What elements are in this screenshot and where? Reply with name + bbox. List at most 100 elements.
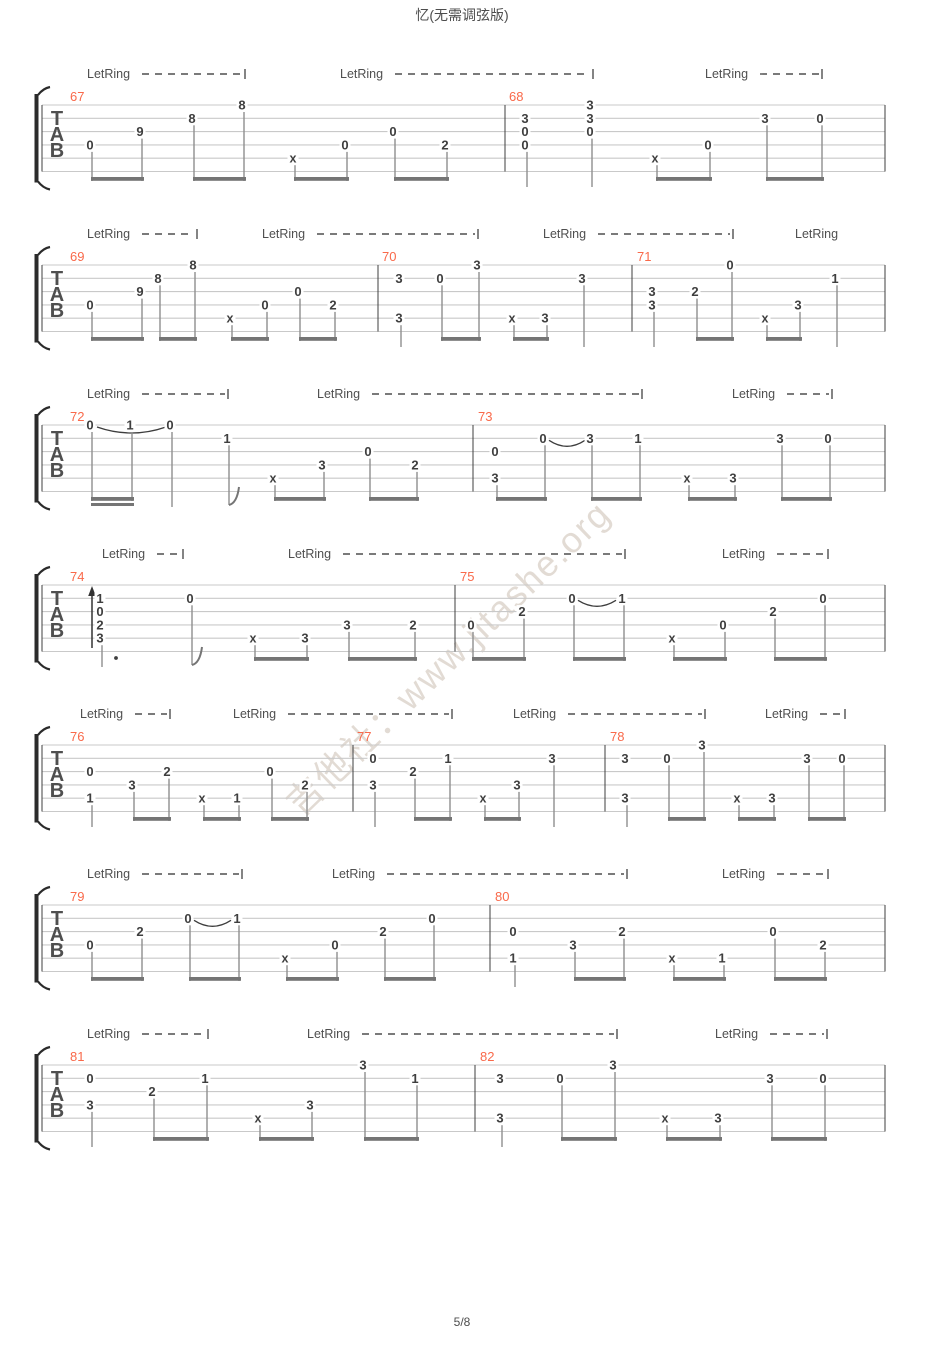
- beam: [231, 337, 269, 341]
- digit-halo: [442, 751, 454, 765]
- beam: [91, 977, 144, 981]
- digit-halo: [616, 591, 628, 605]
- fret-number: 0: [86, 418, 93, 433]
- beam: [781, 497, 832, 501]
- fret-number: 3: [698, 738, 705, 753]
- bracket-hook-bottom: [37, 1140, 51, 1151]
- beam: [133, 817, 171, 821]
- measure-number: 78: [610, 729, 624, 744]
- digit-halo: [829, 271, 841, 285]
- digit-halo: [717, 618, 729, 632]
- fret-number: 3: [621, 791, 628, 806]
- digit-halo: [267, 471, 279, 485]
- digit-halo: [649, 151, 661, 165]
- bracket-hook-top: [37, 85, 51, 96]
- fret-number: 3: [586, 111, 593, 126]
- fret-number: 1: [96, 591, 103, 606]
- beam: [668, 817, 706, 821]
- beam: [189, 977, 241, 981]
- fret-number: 3: [586, 98, 593, 113]
- digit-halo: [327, 298, 339, 312]
- digit-halo: [702, 138, 714, 152]
- beam: [574, 977, 626, 981]
- fret-number: 0: [86, 137, 93, 152]
- beam: [673, 977, 726, 981]
- fret-number: 0: [331, 937, 338, 952]
- fret-number: 0: [824, 431, 831, 446]
- digit-halo: [817, 591, 829, 605]
- bracket-hook-bottom: [37, 820, 51, 831]
- digit-halo: [619, 791, 631, 805]
- digit-halo: [767, 605, 779, 619]
- digit-halo: [407, 765, 419, 779]
- tab-clef-letter: B: [50, 140, 64, 162]
- beam: [294, 177, 349, 181]
- measure-number: 68: [509, 89, 523, 104]
- digit-halo: [516, 605, 528, 619]
- fret-number: 0: [816, 111, 823, 126]
- fret-number: 0: [819, 1071, 826, 1086]
- page-title: 忆(无需调弦版): [415, 7, 508, 23]
- digit-halo: [519, 138, 531, 152]
- digit-halo: [134, 925, 146, 939]
- beam: [193, 177, 246, 181]
- muted-note-x: x: [270, 472, 277, 486]
- fret-number: 0: [719, 617, 726, 632]
- tab-clef-letter: A: [50, 764, 64, 786]
- fret-number: 3: [473, 258, 480, 273]
- beam: [472, 657, 526, 661]
- beam: [441, 337, 481, 341]
- fret-number: 3: [586, 431, 593, 446]
- beam: [286, 977, 339, 981]
- beam: [274, 497, 326, 501]
- digit-halo: [801, 751, 813, 765]
- digit-halo: [407, 618, 419, 632]
- digit-halo: [224, 311, 236, 325]
- fret-number: 3: [395, 311, 402, 326]
- fret-number: 1: [86, 791, 93, 806]
- fret-number: 2: [411, 457, 418, 472]
- fret-number: 0: [166, 418, 173, 433]
- fret-number: 3: [609, 1058, 616, 1073]
- digit-halo: [134, 125, 146, 139]
- digit-halo: [506, 311, 518, 325]
- digit-halo: [126, 778, 138, 792]
- digit-halo: [465, 618, 477, 632]
- fret-number: 8: [188, 111, 195, 126]
- muted-note-x: x: [250, 632, 257, 646]
- fret-number: 2: [409, 764, 416, 779]
- measure-number: 80: [495, 889, 509, 904]
- digit-halo: [646, 298, 658, 312]
- fret-number: 3: [96, 631, 103, 646]
- digit-halo: [84, 138, 96, 152]
- digit-halo: [584, 125, 596, 139]
- digit-halo: [146, 1085, 158, 1099]
- digit-halo: [477, 791, 489, 805]
- fret-number: 0: [819, 591, 826, 606]
- tab-clef-letter: A: [50, 604, 64, 626]
- digit-halo: [357, 1058, 369, 1072]
- fret-number: 0: [838, 751, 845, 766]
- bracket-hook-top: [37, 405, 51, 416]
- letring-label: LetRing: [87, 1027, 130, 1041]
- beam: [254, 657, 309, 661]
- fret-number: 2: [96, 617, 103, 632]
- beam: [369, 497, 419, 501]
- fret-number: 0: [436, 271, 443, 286]
- digit-halo: [554, 1071, 566, 1085]
- fret-number: 1: [718, 951, 725, 966]
- tab-clef-letter: T: [51, 908, 63, 930]
- digit-halo: [292, 285, 304, 299]
- muted-note-x: x: [509, 312, 516, 326]
- digit-halo: [299, 778, 311, 792]
- tab-clef-letter: T: [51, 428, 63, 450]
- fret-number: 0: [86, 297, 93, 312]
- fret-number: 0: [186, 591, 193, 606]
- beam: [673, 657, 727, 661]
- digit-halo: [494, 1111, 506, 1125]
- muted-note-x: x: [480, 792, 487, 806]
- fret-number: 2: [691, 284, 698, 299]
- fret-number: 0: [704, 137, 711, 152]
- digit-halo: [507, 951, 519, 965]
